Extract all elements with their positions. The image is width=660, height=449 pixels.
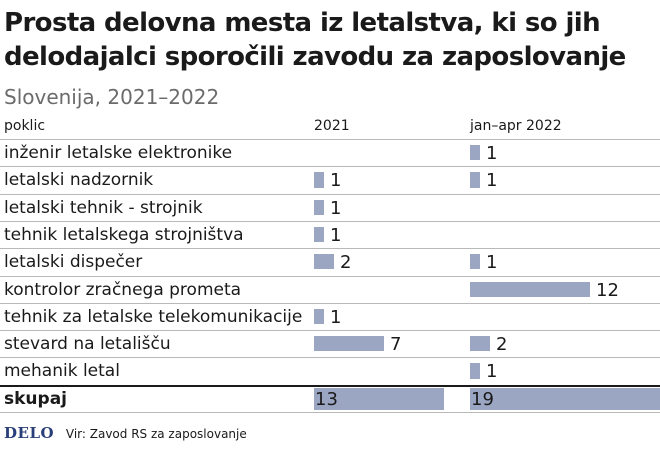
value-label: 19	[471, 388, 494, 410]
bar-jan-apr-2022-8	[470, 363, 480, 379]
row-label: tehnik letalskega strojništva	[4, 224, 244, 245]
row-separator	[0, 248, 660, 250]
bar-jan-apr-2022-0	[470, 145, 480, 161]
bar-jan-apr-2022-9	[470, 387, 660, 410]
value-label: 2	[340, 252, 352, 274]
total-row-label: skupaj	[4, 388, 67, 409]
footer: DELO Vir: Zavod RS za zaposlovanje	[4, 424, 247, 442]
row-label: inženir letalske elektronike	[4, 143, 233, 163]
header-separator	[0, 139, 660, 140]
bar-2021-1	[314, 172, 324, 188]
row-separator	[0, 357, 660, 359]
bar-jan-apr-2022-1	[470, 172, 480, 188]
value-label: 1	[330, 170, 342, 192]
value-label: 7	[390, 334, 402, 356]
row-label: stevard na letališču	[4, 334, 171, 355]
column-header-occupation: poklic	[4, 118, 46, 134]
value-label: 1	[486, 143, 498, 164]
row-separator	[0, 220, 660, 222]
row-separator	[0, 384, 660, 387]
bar-2021-4	[314, 254, 334, 270]
row-label: letalski nadzornik	[4, 170, 154, 191]
value-label: 1	[330, 306, 342, 328]
value-label: 1	[486, 170, 498, 192]
column-header-2022: jan–apr 2022	[470, 118, 562, 134]
bar-jan-apr-2022-4	[470, 254, 480, 270]
value-label: 1	[486, 252, 498, 274]
value-label: 1	[486, 361, 498, 383]
chart-subtitle: Slovenija, 2021–2022	[4, 85, 220, 109]
column-header-2021: 2021	[314, 118, 350, 134]
row-label: mehanik letal	[4, 361, 120, 382]
row-label: letalski dispečer	[4, 252, 143, 273]
row-label: tehnik za letalske telekomunikacije	[4, 306, 303, 327]
chart-title: Prosta delovna mesta iz letalstva, ki so…	[4, 8, 626, 72]
bar-2021-3	[314, 226, 324, 243]
bar-jan-apr-2022-7	[470, 336, 490, 352]
row-label: letalski tehnik - strojnik	[4, 197, 203, 218]
value-label: 13	[315, 388, 338, 410]
bar-2021-6	[314, 308, 324, 325]
value-label: 1	[330, 224, 342, 246]
row-separator	[0, 302, 660, 304]
source-note: Vir: Zavod RS za zaposlovanje	[65, 427, 247, 441]
bar-2021-9	[314, 387, 444, 410]
row-label: kontrolor zračnega prometa	[4, 279, 242, 300]
row-separator	[0, 275, 660, 277]
delo-logo: DELO	[4, 424, 55, 442]
bar-jan-apr-2022-5	[470, 281, 590, 297]
row-separator	[0, 166, 660, 168]
row-separator	[0, 193, 660, 195]
value-label: 2	[496, 334, 508, 356]
row-separator	[0, 330, 660, 332]
bar-2021-7	[314, 336, 384, 352]
bar-2021-2	[314, 199, 324, 215]
value-label: 12	[596, 279, 619, 301]
row-separator	[0, 412, 660, 413]
value-label: 1	[330, 197, 342, 219]
